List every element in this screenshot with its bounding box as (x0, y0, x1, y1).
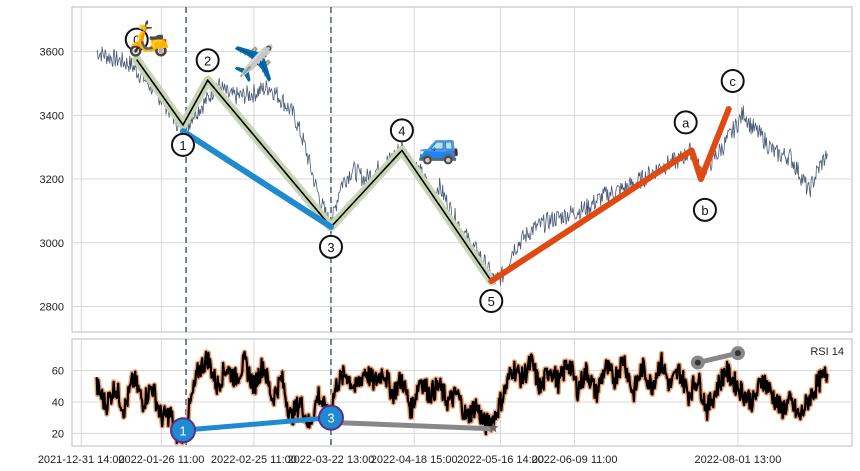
x-tick-label: 2022-01-26 11:00 (118, 454, 204, 466)
rsi-y-tick-label: 20 (52, 428, 64, 440)
wave-1-3-trendline (179, 128, 334, 230)
wave-point-label: 5 (488, 294, 495, 309)
price-plot-area (71, 6, 853, 333)
rsi-legend: RSI 14 (810, 346, 844, 358)
rsi-y-tick-label: 40 (52, 397, 64, 409)
price-y-tick-label: 2800 (40, 302, 64, 314)
rsi-blue-segment (180, 415, 334, 433)
rsi-y-tick-label: 60 (52, 365, 64, 377)
wave-point-circle (318, 234, 343, 259)
wave-overlays: 0 1 2 3 4 5 a b c (124, 27, 745, 314)
rsi-point-circle (317, 404, 344, 431)
x-tick-label: 2021-12-31 14:00 (38, 454, 125, 466)
price-vlines (185, 7, 332, 332)
rsi-grey-marker-inner (734, 350, 741, 357)
abc-point-label: a (682, 115, 690, 130)
rsi-star-marker: ★ (487, 420, 500, 436)
x-tick-label: 2022-04-18 15:00 (371, 454, 458, 466)
price-y-tick-label: 3000 (40, 238, 64, 250)
abc-point-circle (720, 68, 745, 93)
wave-point-label: 3 (327, 240, 334, 255)
rsi-point-circle (169, 417, 196, 444)
emoji-marker: 🚙 (418, 128, 460, 167)
abc-point-circle (673, 110, 698, 135)
wave-point-label: 1 (179, 138, 186, 153)
rsi-y-tick-labels: 20 40 60 (52, 365, 64, 440)
abc-point-label: b (701, 203, 708, 218)
rsi-grey-marker-inner (694, 359, 701, 366)
price-y-tick-label: 3200 (40, 174, 64, 186)
wave-point-circle (389, 118, 414, 143)
wave-point-label: 2 (204, 53, 211, 68)
x-tick-label: 2022-06-09 11:00 (532, 454, 618, 466)
emoji-marker: ✈️ (233, 43, 275, 83)
corrective-wave-line (488, 106, 732, 284)
price-panel: 2800 3000 3200 3400 3600 0 1 2 3 4 5 a b c 🛵 ✈️ 🚙 (40, 6, 853, 333)
price-y-tick-labels: 2800 3000 3200 3400 3600 (40, 47, 64, 314)
price-y-tick-label: 3600 (40, 47, 64, 59)
rsi-vlines (185, 339, 332, 446)
emoji-markers: 🛵 ✈️ 🚙 (128, 19, 460, 166)
wave-point-circle (124, 27, 149, 52)
rsi-point-label: 3 (327, 411, 334, 426)
x-tick-label: 2022-08-01 13:00 (694, 454, 781, 466)
rsi-grey-segment (328, 419, 494, 432)
abc-point-circle (692, 197, 717, 222)
wave-point-circle (479, 289, 504, 314)
wave-point-label: 0 (133, 33, 140, 48)
abc-point-label: c (729, 74, 736, 89)
emoji-marker: 🛵 (128, 19, 170, 58)
x-tick-label: 2022-05-16 14:00 (457, 454, 544, 466)
wave-point-label: 4 (398, 123, 405, 138)
rsi-point-label: 1 (179, 423, 186, 438)
rsi-panel: 20 40 60 ★ 1 3 RSI 14 (52, 338, 853, 447)
x-tick-label: 2022-03-22 13:00 (288, 454, 375, 466)
rsi-series (94, 349, 830, 446)
impulse-wave-line (136, 59, 492, 282)
x-tick-label: 2022-02-25 11:00 (211, 454, 297, 466)
rsi-overlays: ★ 1 3 (169, 346, 745, 444)
rsi-line (95, 350, 829, 444)
price-y-tick-label: 3400 (40, 110, 64, 122)
wave-point-circle (170, 132, 195, 157)
wave-point-circle (195, 48, 220, 73)
